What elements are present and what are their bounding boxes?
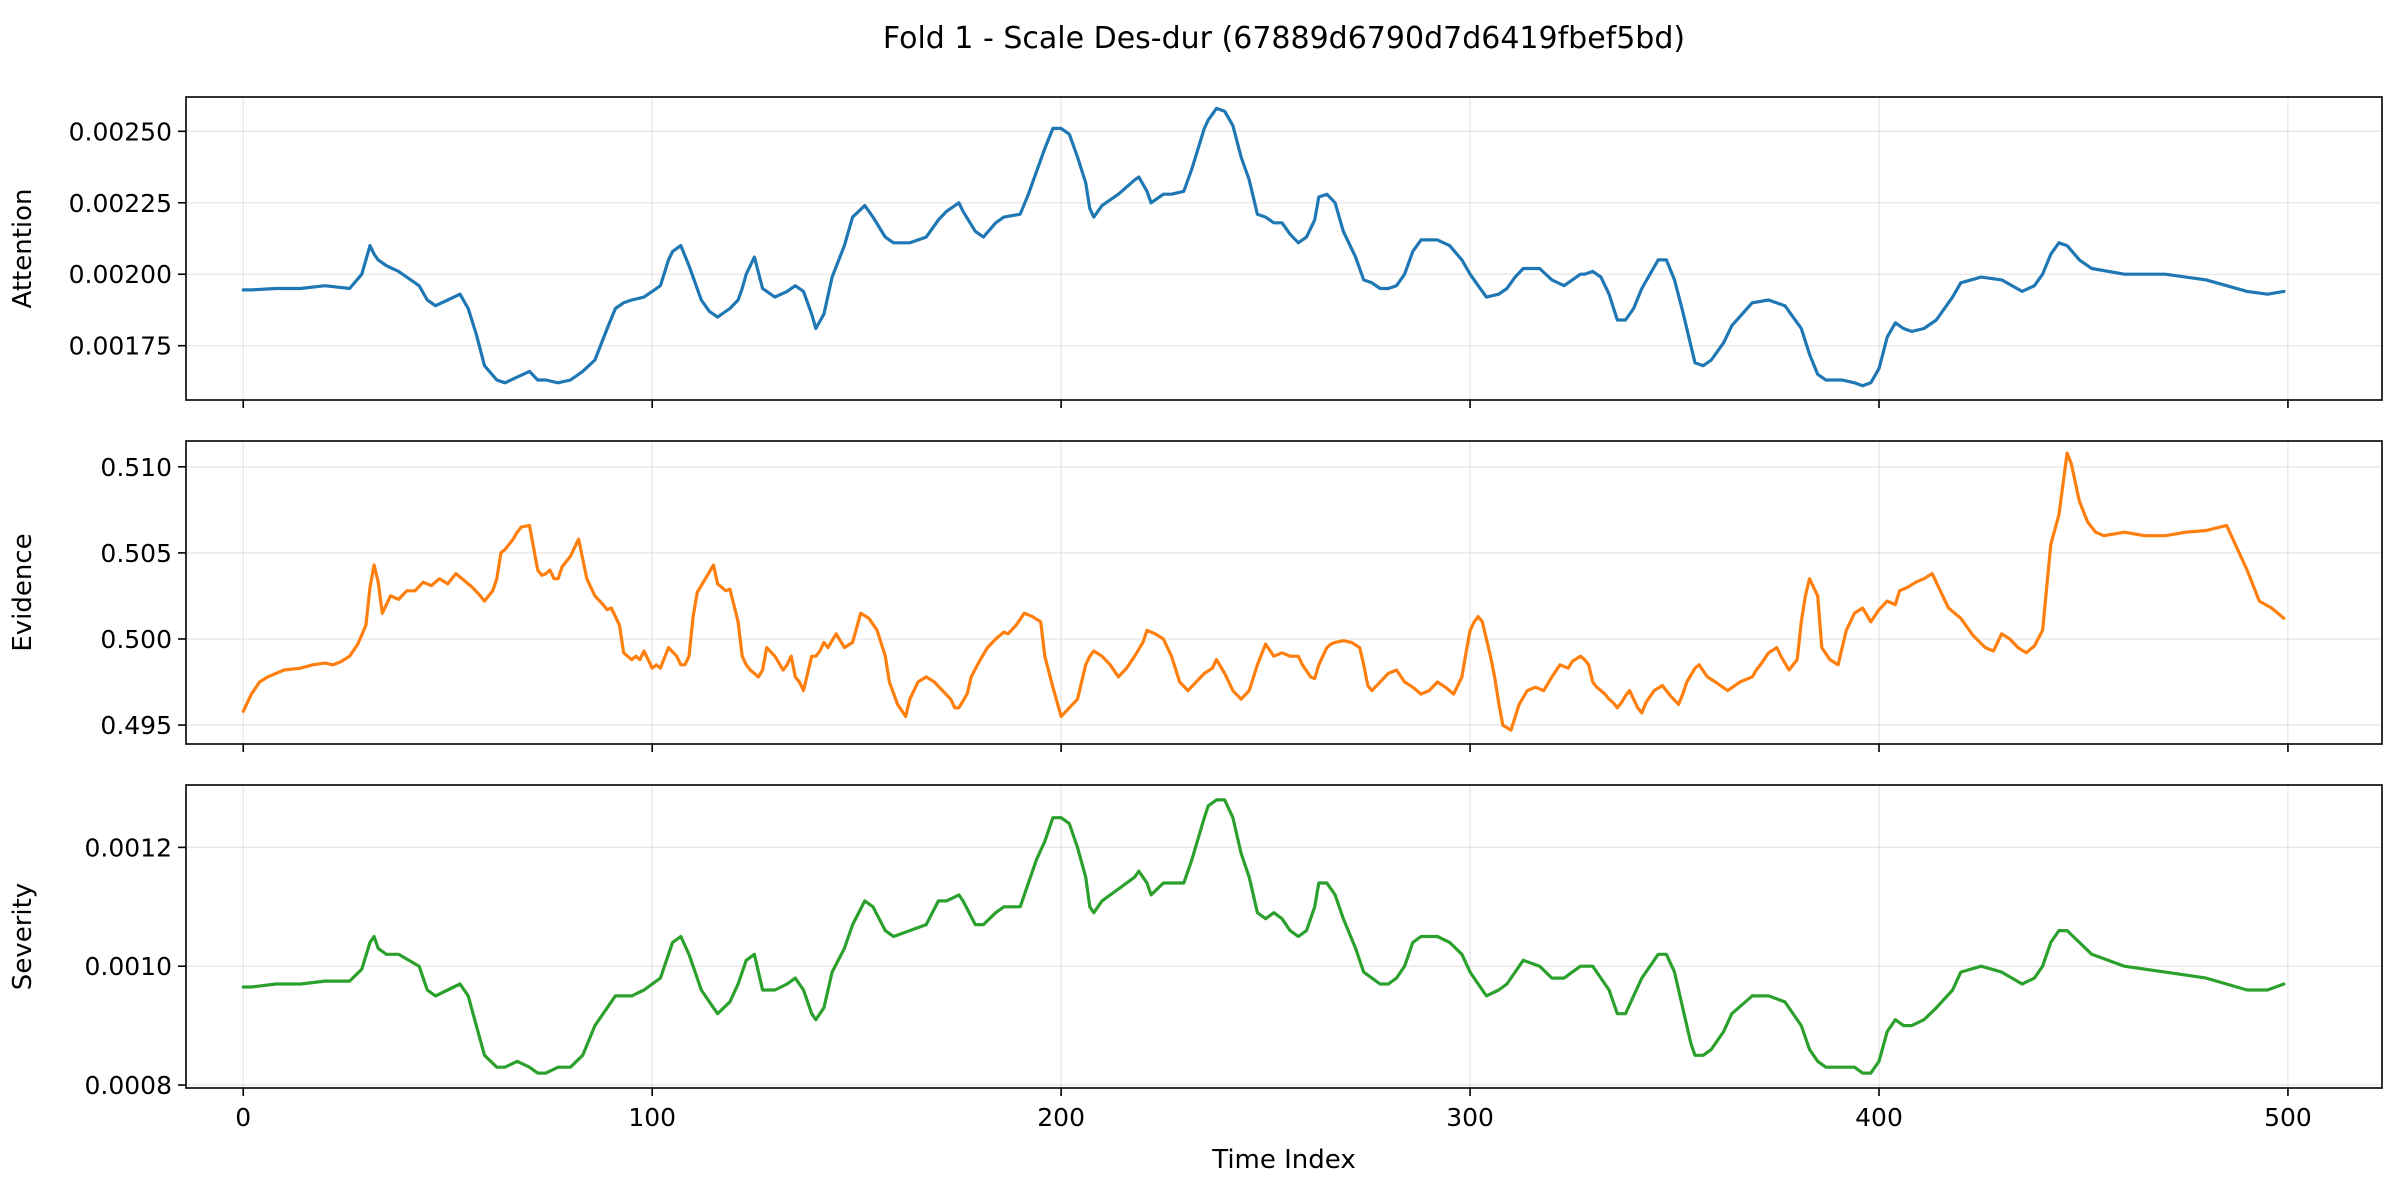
y-tick-label: 0.00175 [69, 332, 172, 361]
y-axis-label: Attention [8, 189, 38, 309]
y-tick-label: 0.495 [100, 711, 172, 740]
series-line-severity [241, 798, 2286, 1075]
series-line-evidence [241, 451, 2286, 732]
chart-title: Fold 1 - Scale Des-dur (67889d6790d7d641… [883, 21, 1685, 56]
y-tick-label: 0.00225 [69, 189, 172, 218]
shared-x-axis: 0 100 200 300 400 500 [235, 1103, 2312, 1132]
y-tick-label: 0.0012 [85, 833, 172, 862]
x-tick-label: 400 [1855, 1103, 1903, 1132]
y-axis-label: Evidence [8, 533, 38, 651]
panel-frame [185, 784, 2383, 1089]
panel-3: 0.0008 0.0010 0.0012 Severity [8, 784, 2383, 1100]
y-tick-label: 0.510 [100, 453, 172, 482]
y-tick-label: 0.500 [100, 625, 172, 654]
panels-layer: 0.00175 0.00200 0.00225 0.00250 Attention 0.4… [8, 96, 2383, 1100]
panel-1: 0.00175 0.00200 0.00225 0.00250 Attention [8, 96, 2383, 408]
panel-2: 0.495 0.500 0.505 0.510 Evidence [8, 440, 2383, 752]
x-tick-label: 300 [1446, 1103, 1494, 1132]
series-line-attention [241, 106, 2286, 388]
x-axis-label: Time Index [1211, 1145, 1355, 1175]
y-tick-label: 0.00250 [69, 117, 172, 146]
x-tick-label: 200 [1037, 1103, 1085, 1132]
x-tick-label: 100 [628, 1103, 676, 1132]
y-tick-label: 0.00200 [69, 260, 172, 289]
y-tick-label: 0.505 [100, 539, 172, 568]
y-tick-label: 0.0010 [85, 952, 172, 981]
x-tick-label: 0 [235, 1103, 251, 1132]
panel-frame [185, 440, 2383, 745]
x-tick-label: 500 [2264, 1103, 2312, 1132]
y-tick-label: 0.0008 [85, 1071, 172, 1100]
y-axis-label: Severity [8, 883, 38, 990]
panel-frame [185, 96, 2383, 401]
